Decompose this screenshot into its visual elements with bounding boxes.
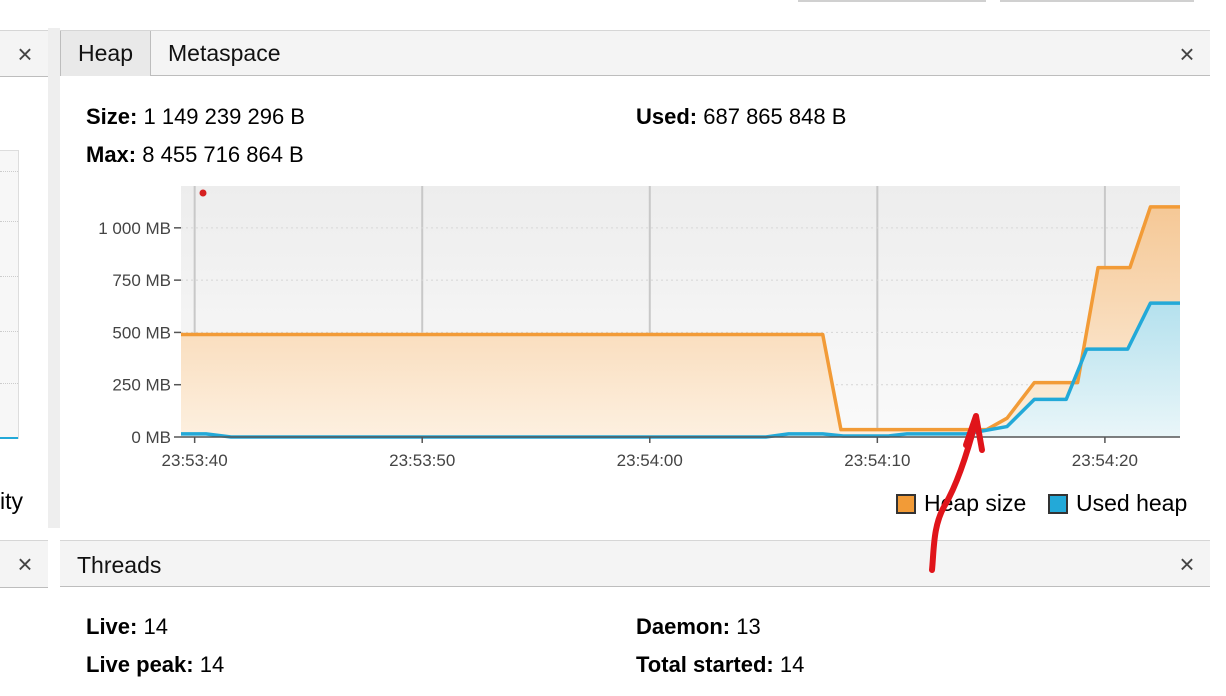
legend-heap-size[interactable]: Heap size	[896, 490, 1026, 517]
left-mini-chart	[0, 150, 19, 439]
x-tick-label: 23:54:10	[844, 451, 910, 470]
legend-used-heap[interactable]: Used heap	[1048, 490, 1187, 517]
panel-separator	[48, 28, 60, 528]
close-icon[interactable]: ×	[1179, 549, 1195, 579]
threads-panel-header: Threads ×	[60, 540, 1210, 587]
y-tick-label: 500 MB	[112, 323, 171, 342]
x-tick-label: 23:54:20	[1072, 451, 1138, 470]
x-tick-label: 23:53:50	[389, 451, 455, 470]
y-tick-label: 750 MB	[112, 271, 171, 290]
y-tick-label: 250 MB	[112, 376, 171, 395]
y-tick-label: 0 MB	[131, 428, 171, 447]
used-heap-swatch	[1048, 493, 1068, 514]
heap-size-swatch	[896, 493, 916, 514]
area-heap-size	[181, 206, 1180, 437]
left-panel-clipped-text: ity	[0, 488, 23, 514]
close-icon[interactable]: ×	[17, 549, 33, 579]
left-panel-header: ×	[0, 30, 48, 77]
tab-metaspace[interactable]: Metaspace	[168, 40, 281, 66]
heap-max: Max: 8 455 716 864 B	[86, 142, 304, 167]
threads-title: Threads	[77, 552, 162, 578]
area-used-heap	[181, 303, 1180, 437]
threads-live: Live: 14	[86, 614, 168, 639]
heap-panel-header: Heap Metaspace ×	[60, 30, 1210, 76]
threads-live-peak: Live peak: 14	[86, 652, 225, 677]
threads-daemon: Daemon: 13	[636, 614, 761, 639]
left-lower-header: ×	[0, 540, 48, 588]
heap-size: Size: 1 149 239 296 B	[86, 104, 305, 129]
x-tick-label: 23:53:40	[162, 451, 228, 470]
close-icon[interactable]: ×	[1179, 39, 1195, 69]
annotation-arrow	[929, 413, 985, 573]
heap-used: Used: 687 865 848 B	[636, 104, 847, 129]
top-tab-stub	[798, 0, 986, 2]
tab-heap[interactable]: Heap	[60, 31, 151, 76]
y-tick-label: 1 000 MB	[98, 219, 171, 238]
heap-chart: 0 MB 250 MB 500 MB 750 MB 1 000 MB 23:53:40 23…	[98, 186, 1180, 470]
marker-dot	[199, 189, 207, 197]
threads-total-started: Total started: 14	[636, 652, 805, 677]
top-tab-stub	[1000, 0, 1194, 2]
close-icon[interactable]: ×	[17, 39, 33, 69]
series-line-heap-size	[181, 205, 1180, 432]
x-tick-label: 23:54:00	[617, 451, 683, 470]
